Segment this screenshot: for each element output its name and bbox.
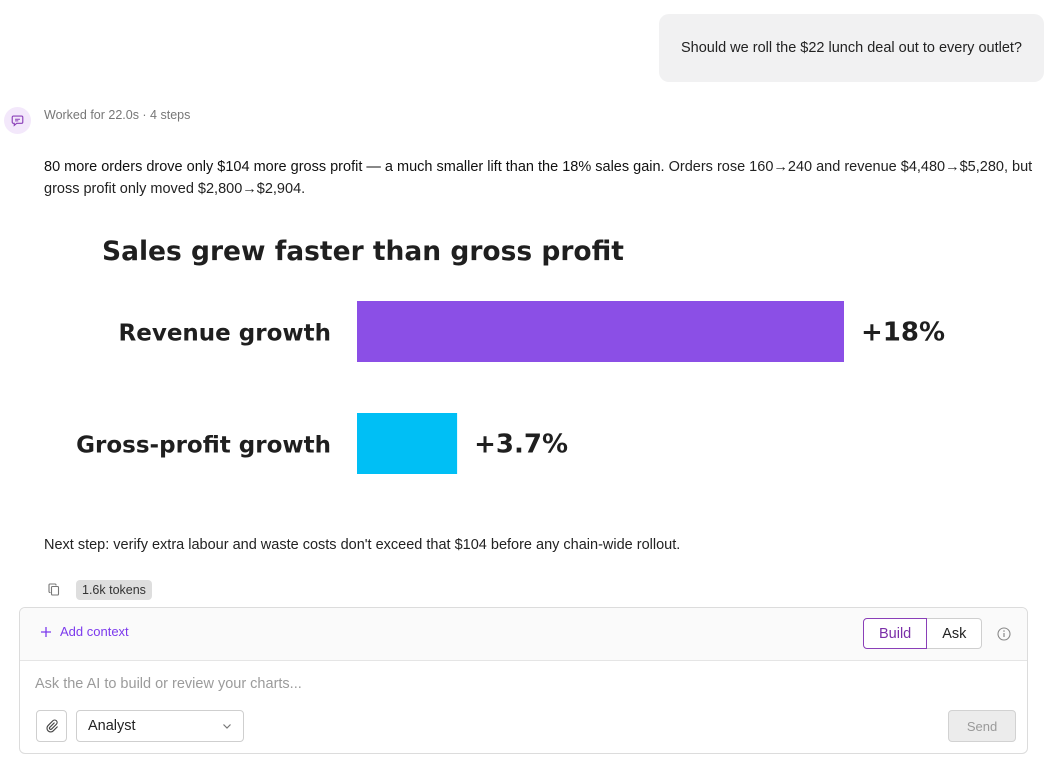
growth-chart: Sales grew faster than gross profit Reve… xyxy=(44,222,1044,512)
bar xyxy=(357,301,844,362)
attach-button[interactable] xyxy=(36,710,67,742)
bar-value-label: +3.7% xyxy=(474,430,568,460)
bar-category-label: Revenue growth xyxy=(119,321,331,347)
mode-ask-button[interactable]: Ask xyxy=(927,618,983,649)
chart-title: Sales grew faster than gross profit xyxy=(102,236,624,267)
copy-icon[interactable] xyxy=(44,580,64,600)
paperclip-icon xyxy=(45,719,58,733)
mode-build-button[interactable]: Build xyxy=(863,618,928,649)
agent-select[interactable]: Analyst xyxy=(76,710,244,742)
composer: Add context Build Ask Analyst Send xyxy=(19,607,1028,754)
answer-lead: 80 more orders drove only $104 more gros… xyxy=(44,159,665,175)
growth-chart-svg: Sales grew faster than gross profit Reve… xyxy=(76,236,945,474)
composer-toolbar: Add context Build Ask xyxy=(20,608,1027,661)
assistant-meta: Worked for 22.0s · 4 steps xyxy=(44,108,191,122)
message-footer: 1.6k tokens xyxy=(44,579,152,600)
answer-detail: Orders rose 160→240 and revenue $4,480→$… xyxy=(44,159,1033,197)
add-context-label: Add context xyxy=(60,624,129,639)
bar-category-label: Gross-profit growth xyxy=(76,433,331,459)
user-message-text: Should we roll the $22 lunch deal out to… xyxy=(681,40,1022,56)
info-icon[interactable] xyxy=(995,625,1013,643)
plus-icon xyxy=(41,626,51,637)
assistant-answer: 80 more orders drove only $104 more gros… xyxy=(44,156,1044,200)
send-button[interactable]: Send xyxy=(948,710,1016,742)
bar xyxy=(357,413,458,474)
next-step-text: Next step: verify extra labour and waste… xyxy=(44,537,681,553)
chevron-down-icon xyxy=(223,724,231,729)
prompt-input[interactable] xyxy=(35,673,995,695)
user-message-bubble: Should we roll the $22 lunch deal out to… xyxy=(659,14,1044,82)
agent-select-value: Analyst xyxy=(88,718,136,734)
mode-toggle: Build Ask xyxy=(863,618,983,649)
bar-value-label: +18% xyxy=(861,318,945,348)
add-context-button[interactable]: Add context xyxy=(40,624,129,639)
chat-bubble-icon xyxy=(11,115,24,127)
assistant-avatar xyxy=(4,107,31,134)
token-count-badge: 1.6k tokens xyxy=(76,579,152,600)
